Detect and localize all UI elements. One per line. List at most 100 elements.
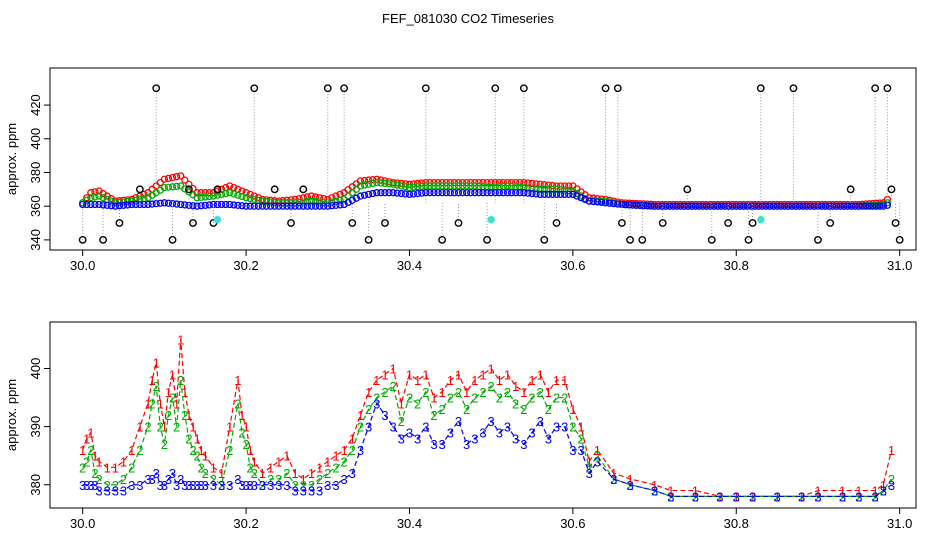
series-3-marker: 3	[79, 478, 86, 493]
series-3-point	[128, 200, 136, 209]
series-2-point	[532, 185, 540, 193]
series-3-marker: 3	[218, 478, 225, 493]
calibration-point	[287, 219, 295, 227]
series-3-marker: 3	[247, 478, 254, 493]
series-3-point	[520, 189, 528, 197]
series-1-point	[91, 188, 99, 196]
series-2-marker: 2	[349, 443, 356, 458]
series-2-point	[426, 182, 434, 190]
series-3-point	[780, 202, 789, 210]
series-3-point	[691, 202, 700, 210]
series-3-marker: 3	[814, 489, 821, 504]
y-tick-label: 390	[28, 416, 43, 438]
series-3-marker: 3	[177, 472, 184, 487]
series-3-point	[340, 200, 348, 209]
series-3-point	[532, 190, 540, 198]
series-2-marker: 2	[561, 391, 568, 406]
calibration-point	[381, 219, 389, 227]
series-3-marker: 3	[87, 478, 94, 493]
series-3-marker: 3	[267, 478, 274, 493]
series-3-point	[283, 202, 291, 210]
series-3-point	[377, 189, 385, 197]
series-2-marker: 2	[594, 449, 601, 464]
series-3-point	[585, 197, 593, 205]
calibration-point	[895, 235, 904, 244]
series-3-point	[825, 202, 833, 210]
series-1-marker: 1	[610, 466, 617, 481]
series-2-point	[487, 183, 495, 192]
series-3-point	[736, 202, 744, 210]
series-3-marker: 3	[198, 478, 205, 493]
series-1-marker: 1	[291, 466, 298, 481]
series-1-marker: 1	[275, 455, 282, 470]
series-3-point	[658, 202, 666, 210]
series-2-point	[271, 198, 279, 207]
calibration-point	[826, 219, 835, 227]
series-3-point	[352, 194, 361, 202]
series-2-marker: 2	[83, 455, 90, 470]
series-2-marker: 2	[455, 385, 462, 400]
series-1-marker: 1	[210, 460, 217, 475]
series-3-point	[629, 201, 637, 209]
series-3-point	[597, 198, 606, 207]
series-3-point	[869, 202, 877, 210]
x-tick-label: 30.4	[397, 258, 422, 273]
series-3-marker: 3	[165, 472, 172, 487]
series-calibration	[78, 84, 904, 244]
series-2-marker: 2	[471, 391, 478, 406]
series-3-point	[695, 202, 703, 210]
series-2-point	[450, 182, 459, 190]
series-2-marker: 2	[888, 472, 895, 487]
series-3-point	[413, 189, 422, 198]
series-1-marker: 1	[112, 460, 119, 475]
series-1-point	[479, 178, 487, 187]
series-1-point	[332, 192, 340, 200]
series-2-point	[503, 182, 512, 190]
series-3-point	[320, 202, 328, 210]
calibration-point	[270, 185, 279, 194]
series-3-marker: 3	[430, 437, 437, 452]
series-3-marker: 3	[455, 414, 462, 429]
series-3-marker: 3	[332, 478, 339, 493]
series-1-marker: 1	[888, 443, 895, 458]
series-1-marker: 1	[349, 431, 356, 446]
series-2-marker: 2	[577, 431, 584, 446]
bottom-axes: 30.0 30.2 30.4 30.6 30.8 31.0 380 390 400	[28, 358, 912, 531]
series-2-marker: 2	[308, 478, 315, 493]
series-3-point	[185, 201, 193, 209]
series-3-marker: 3	[528, 425, 535, 440]
series-3-point	[324, 202, 332, 210]
series-1-marker: 1	[373, 373, 380, 388]
series-3-point	[714, 202, 722, 210]
series-2-point	[528, 184, 536, 193]
series-3-point	[205, 201, 213, 209]
series-2-point	[369, 179, 377, 188]
series-3-point	[99, 201, 107, 209]
series-3-marker: 3	[83, 478, 90, 493]
series-3-point	[140, 200, 148, 209]
series-2-marker: 2	[181, 408, 188, 423]
series-3-point	[442, 189, 450, 197]
series-3-marker: 3	[479, 425, 486, 440]
series-3-marker: 3	[193, 478, 200, 493]
bottom-ylabel: approx. ppm	[4, 379, 19, 451]
series-2-point	[217, 190, 226, 199]
series-2-point	[315, 198, 324, 206]
series-1-point	[565, 182, 573, 190]
series-3-point	[467, 189, 475, 197]
series-2-point	[544, 185, 553, 193]
series-2-point	[164, 183, 173, 191]
series-3-point	[507, 189, 516, 197]
series-1-point	[168, 173, 177, 182]
series-3-marker: 3	[144, 472, 151, 487]
series-3-marker: 3	[855, 489, 862, 504]
series-1-marker: 1	[537, 367, 544, 382]
series-1-marker: 1	[157, 396, 164, 411]
series-3-marker: 3	[888, 478, 895, 493]
series-1-marker: 1	[586, 455, 593, 470]
series-3-line	[82, 402, 892, 497]
series-3-marker: 3	[716, 489, 723, 504]
top-axes: 30.0 30.2 30.4 30.6 30.8 31.0 340 360 380 400 420	[28, 94, 912, 273]
series-2-point	[548, 185, 557, 193]
